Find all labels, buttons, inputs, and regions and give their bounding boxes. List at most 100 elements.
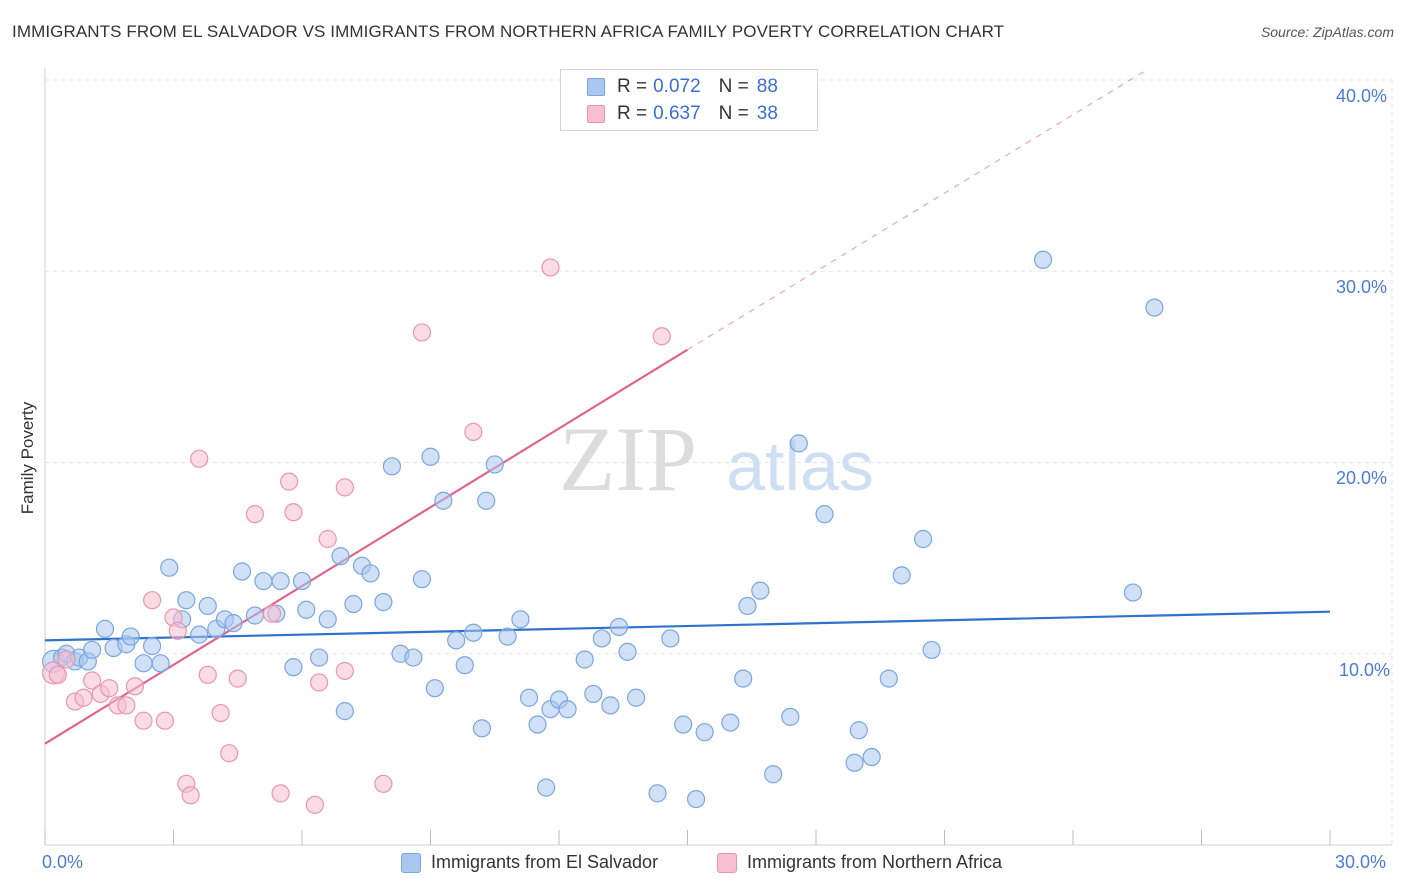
series-swatch-blue [401,852,421,873]
point-el-salvador [232,562,252,581]
series-name: Immigrants from Northern Africa [747,852,1003,872]
point-el-salvador [292,571,312,591]
point-el-salvador [361,564,380,583]
point-el-salvador [331,547,350,566]
point-northern-africa [374,774,393,793]
point-el-salvador [224,614,243,633]
point-northern-africa [83,671,102,690]
point-el-salvador [862,747,881,767]
legend-n-value: 88 [756,76,778,97]
point-el-salvador [686,789,706,809]
legend-r-label: R = [617,103,648,124]
point-el-salvador [511,610,530,629]
point-el-salvador [425,679,444,698]
point-northern-africa [310,673,329,692]
point-el-salvador [849,721,868,740]
legend-swatch-blue [587,78,605,96]
point-el-salvador [751,581,770,600]
point-northern-africa [262,604,282,623]
point-el-salvador [271,571,290,591]
point-el-salvador [335,702,354,721]
point-el-salvador [609,617,629,637]
point-el-salvador [310,648,329,667]
point-northern-africa [125,677,145,696]
point-northern-africa [57,650,76,669]
point-el-salvador [738,596,757,616]
point-el-salvador [447,631,466,650]
point-el-salvador [344,594,363,614]
trend-line-el-salvador [44,610,1331,642]
point-el-salvador [592,629,611,648]
point-el-salvador [815,505,834,524]
point-el-salvador [472,719,491,738]
point-el-salvador [1145,298,1164,317]
series-northern-africa-points [41,258,671,814]
series-name: Immigrants from El Salvador [431,852,659,872]
legend-r-label: R = [617,76,648,97]
trend-line-northern-africa [44,348,689,745]
series-legend-northern-africa[interactable]: Immigrants from Northern Africa [717,852,1002,873]
point-el-salvador [601,696,620,715]
point-el-salvador [160,558,179,577]
point-northern-africa [48,665,67,684]
point-el-salvador [1123,583,1143,602]
point-el-salvador [721,713,740,732]
x-tick-label-max: 30.0% [1335,852,1387,872]
trend-extension-northern-africa [687,69,1147,351]
legend-swatch-pink [587,105,605,123]
point-northern-africa [168,621,187,640]
point-northern-africa [228,669,247,688]
trend-lines [44,69,1331,745]
point-northern-africa [198,665,217,684]
point-northern-africa [211,703,230,723]
grid-lines [45,79,1393,845]
point-el-salvador [648,784,667,803]
point-el-salvador [913,529,933,549]
point-el-salvador [661,629,680,648]
watermark-zip: ZIP [559,408,697,510]
point-northern-africa [541,258,560,277]
point-northern-africa [412,323,432,342]
legend-row-northern-africa: R = 0.637 N = 38 [587,102,778,126]
point-el-salvador [121,627,140,646]
point-northern-africa [305,795,324,814]
point-el-salvador [245,606,264,625]
correlation-legend: R = 0.072 N = 88 R = 0.637 N = 38 [560,69,818,131]
point-el-salvador [892,566,911,585]
point-el-salvador [83,640,102,660]
point-el-salvador [134,654,153,673]
y-axis-label: Family Poverty [18,401,37,515]
point-el-salvador [142,636,162,656]
point-el-salvador [618,642,637,661]
legend-n-label: N = [718,76,749,97]
point-northern-africa [181,786,200,805]
point-el-salvador [584,684,603,704]
point-el-salvador [198,596,217,616]
point-el-salvador [485,455,504,474]
legend-n-value: 38 [756,103,778,124]
chart-title: IMMIGRANTS FROM EL SALVADOR VS IMMIGRANT… [12,22,1005,41]
point-northern-africa [318,529,337,549]
series-legend-el-salvador[interactable]: Immigrants from El Salvador [401,852,658,873]
point-el-salvador [1033,250,1053,269]
point-el-salvador [879,669,898,688]
point-el-salvador [412,570,432,589]
point-northern-africa [117,696,136,715]
legend-r-value: 0.637 [653,103,701,124]
point-northern-africa [134,711,153,730]
point-northern-africa [284,503,303,522]
point-el-salvador [695,723,714,742]
y-tick-label-20: 20.0% [1336,468,1388,488]
y-tick-label-40: 40.0% [1336,86,1388,106]
point-el-salvador [190,625,209,644]
point-el-salvador [95,619,115,638]
point-northern-africa [245,505,264,524]
point-el-salvador [498,627,517,646]
point-el-salvador [764,765,783,784]
point-el-salvador [922,640,941,660]
series-el-salvador-points [41,250,1164,809]
watermark: ZIP atlas [559,408,874,510]
x-tick-label-min: 0.0% [42,852,84,872]
source-credit: Source: ZipAtlas.com [1260,24,1394,40]
